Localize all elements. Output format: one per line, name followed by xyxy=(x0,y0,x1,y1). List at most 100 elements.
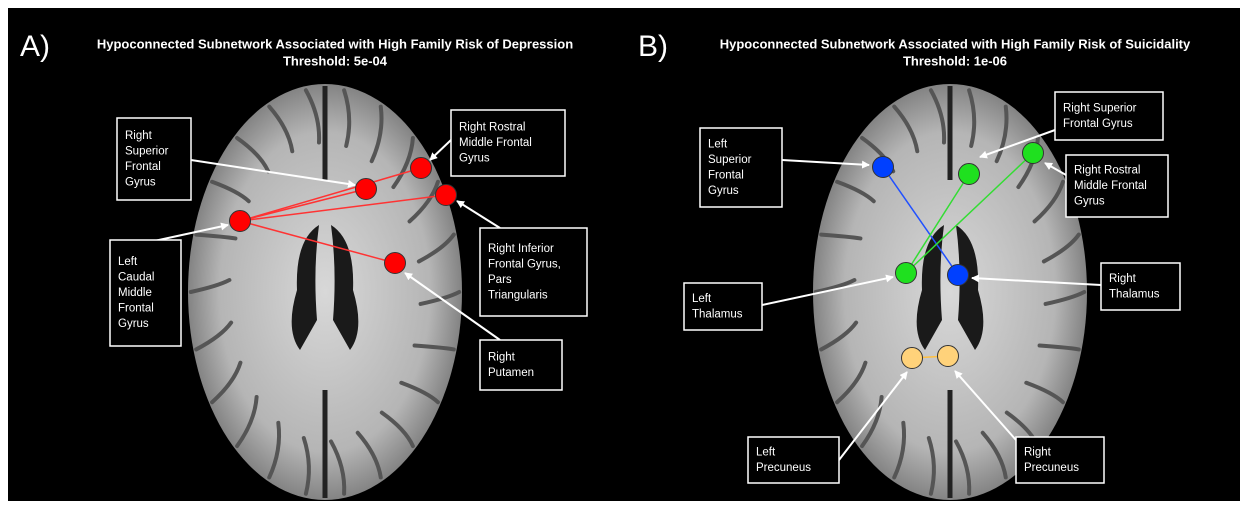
label-text: Right Rostral xyxy=(1074,165,1140,177)
label-text: Triangularis xyxy=(488,289,548,301)
sulcus xyxy=(235,135,271,174)
label-box xyxy=(1100,262,1181,311)
label-text: Left xyxy=(708,138,728,150)
arrow xyxy=(781,159,870,169)
label-text: Thalamus xyxy=(692,308,743,320)
sulcus xyxy=(1024,380,1065,405)
label-text: Gyrus xyxy=(118,318,149,330)
label-box xyxy=(683,282,763,331)
arrow xyxy=(456,200,501,229)
sulcus xyxy=(967,88,977,148)
label-box xyxy=(699,127,783,208)
node xyxy=(872,156,894,178)
sulcus xyxy=(267,420,282,480)
label-box xyxy=(450,109,566,177)
node xyxy=(1022,142,1044,164)
arrow xyxy=(429,139,452,161)
label-text: Gyrus xyxy=(708,185,739,197)
label-text: Superior xyxy=(708,154,752,166)
label-text: Gyrus xyxy=(125,176,156,188)
label-box xyxy=(1054,91,1164,141)
arrow xyxy=(979,129,1056,159)
sulcus xyxy=(1037,343,1081,352)
label-text: Left xyxy=(692,293,712,305)
sulcus xyxy=(399,380,440,405)
sulcus xyxy=(194,320,234,352)
node xyxy=(229,210,251,232)
label-text: Gyrus xyxy=(459,153,490,165)
label-text: Caudal xyxy=(118,272,154,284)
sulcus xyxy=(418,290,462,306)
label-box xyxy=(479,227,588,317)
connection xyxy=(905,173,970,274)
sulcus xyxy=(355,430,383,480)
label-box xyxy=(1015,436,1105,484)
sulcus xyxy=(379,410,415,449)
sulcus xyxy=(926,436,936,496)
sulcus xyxy=(369,104,384,164)
label-text: Frontal xyxy=(708,169,744,181)
arrow xyxy=(404,272,501,341)
panel-letter: A) xyxy=(20,30,50,63)
label-box xyxy=(116,117,192,201)
sulcus xyxy=(980,430,1008,480)
ventricle xyxy=(916,225,944,350)
sulcus xyxy=(391,135,415,190)
connection xyxy=(239,194,447,222)
arrow xyxy=(1044,162,1067,176)
arrow xyxy=(190,159,356,188)
node xyxy=(937,345,959,367)
ventricle xyxy=(331,225,359,350)
label-text: Right xyxy=(125,130,153,142)
label-text: Precuneus xyxy=(1024,462,1079,474)
panel-letter: B) xyxy=(638,30,668,63)
sulcus xyxy=(819,320,859,352)
sulcus xyxy=(267,104,295,154)
arrow xyxy=(954,370,1017,441)
sulcus xyxy=(416,232,456,264)
sulcus xyxy=(1041,232,1081,264)
arrow xyxy=(761,274,894,306)
connection xyxy=(239,167,422,222)
sulcus xyxy=(210,360,243,405)
label-text: Middle Frontal xyxy=(1074,180,1147,192)
arrow xyxy=(971,274,1102,286)
connection xyxy=(239,188,367,222)
label-text: Gyrus xyxy=(1074,196,1105,208)
node xyxy=(901,347,923,369)
sulcus xyxy=(835,179,876,204)
label-text: Frontal xyxy=(125,161,161,173)
sulcus xyxy=(819,232,863,241)
label-text: Left xyxy=(118,256,138,268)
sulcus xyxy=(892,420,907,480)
sulcus xyxy=(928,88,947,145)
sulcus xyxy=(892,104,920,154)
label-text: Frontal Gyrus, xyxy=(488,258,561,270)
label-text: Superior xyxy=(125,145,169,157)
sulcus xyxy=(412,343,456,352)
sulcus xyxy=(210,179,251,204)
arrow xyxy=(838,371,908,461)
label-text: Precuneus xyxy=(756,462,811,474)
sulcus xyxy=(342,88,352,148)
sulcus xyxy=(329,439,347,496)
sulcus xyxy=(835,360,868,405)
label-text: Putamen xyxy=(488,367,534,379)
sulcus xyxy=(194,232,238,241)
node xyxy=(895,262,917,284)
connection xyxy=(882,166,959,276)
sulcus xyxy=(954,439,972,496)
label-text: Right xyxy=(1024,446,1052,458)
connection xyxy=(905,152,1034,274)
node xyxy=(435,184,457,206)
sulcus xyxy=(1043,290,1087,306)
sulcus xyxy=(235,394,259,449)
label-box xyxy=(479,339,563,391)
node xyxy=(384,252,406,274)
threshold: Threshold: 5e-04 xyxy=(283,53,388,68)
label-text: Right Superior xyxy=(1063,102,1137,114)
sulcus xyxy=(301,436,311,496)
label-box xyxy=(109,239,182,347)
panel-title: Hypoconnected Subnetwork Associated with… xyxy=(720,36,1191,51)
